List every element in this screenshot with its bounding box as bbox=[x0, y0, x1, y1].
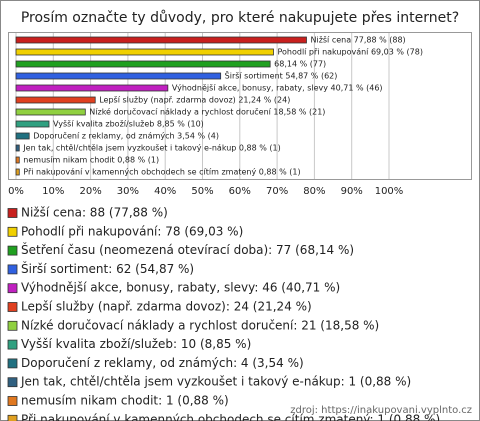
x-tick-label: 80% bbox=[303, 186, 325, 197]
legend-label: Doporučení z reklamy, od známých: 4 (3,5… bbox=[21, 356, 304, 370]
legend-swatch bbox=[7, 302, 18, 312]
chart-title: Prosím označte ty důvody, pro které naku… bbox=[21, 10, 459, 26]
x-tick-label: 40% bbox=[154, 186, 176, 197]
x-tick-label: 0% bbox=[8, 186, 24, 197]
legend-swatch bbox=[7, 414, 18, 421]
legend-swatch bbox=[7, 208, 18, 218]
legend-label: Širší sortiment: 62 (54,87 %) bbox=[21, 261, 194, 276]
x-tick-label: 70% bbox=[266, 186, 288, 197]
legend-swatch bbox=[7, 396, 18, 406]
bar bbox=[15, 156, 20, 164]
x-tick-label: 10% bbox=[42, 186, 64, 197]
data-label: 68,14 % (77) bbox=[274, 60, 326, 69]
legend-swatch bbox=[7, 283, 18, 294]
data-label: Lepší služby (např. zdarma dovoz) 21,24 … bbox=[99, 95, 290, 105]
bar bbox=[15, 108, 86, 116]
legend-label: Nižší cena: 88 (77,88 %) bbox=[21, 206, 168, 220]
legend-swatch bbox=[7, 226, 18, 237]
source: zdroj: https://inakupovani.vyplnto.cz bbox=[290, 405, 472, 416]
x-tick-label: 50% bbox=[191, 186, 213, 197]
legend-swatch bbox=[7, 320, 18, 331]
data-label: Doporučení z reklamy, od známých 3,54 % … bbox=[33, 131, 219, 141]
bar bbox=[15, 168, 20, 176]
data-label: Nízké doručovací náklady a rychlost doru… bbox=[89, 107, 325, 117]
bar bbox=[15, 72, 222, 80]
x-tick-label: 30% bbox=[117, 186, 139, 197]
x-tick-label: 90% bbox=[341, 186, 363, 197]
data-label: Širší sortiment 54,87 % (62) bbox=[225, 70, 338, 81]
legend-label: Při nakupování v kamenných obchodech se … bbox=[21, 412, 440, 421]
legend-label: Nízké doručovací náklady a rychlost doru… bbox=[21, 318, 379, 332]
bar bbox=[15, 48, 274, 56]
legend-swatch bbox=[7, 377, 18, 388]
legend-label: Jen tak, chtěl/chtěla jsem vyzkoušet i t… bbox=[20, 375, 411, 389]
x-tick-label: 100% bbox=[375, 186, 404, 197]
legend-swatch bbox=[7, 358, 18, 369]
bar bbox=[15, 132, 30, 140]
data-label: Pohodlí při nakupování 69,03 % (78) bbox=[277, 48, 422, 57]
legend-label: Šetření času (neomezená otevírací doba):… bbox=[21, 242, 354, 257]
legend-swatch bbox=[7, 339, 18, 350]
legend-swatch bbox=[7, 245, 18, 256]
data-label: Jen tak, chtěl/chtěla jsem vyzkoušet i t… bbox=[22, 143, 280, 153]
data-label: nemusím nikam chodit 0,88 % (1) bbox=[23, 156, 159, 165]
x-tick-label: 20% bbox=[79, 186, 101, 197]
bar bbox=[15, 120, 50, 128]
data-label: Nižší cena 77,88 % (88) bbox=[310, 35, 405, 45]
data-label: Při nakupování v kamenných obchodech se … bbox=[23, 168, 300, 177]
legend-label: Výhodnější akce, bonusy, rabaty, slevy: … bbox=[21, 281, 340, 295]
legend-label: nemusím nikam chodit: 1 (0,88 %) bbox=[21, 394, 229, 408]
bar bbox=[15, 84, 169, 92]
legend-label: Vyšší kvalita zboží/služeb: 10 (8,85 %) bbox=[21, 337, 251, 351]
bar bbox=[15, 96, 96, 104]
legend-swatch bbox=[7, 264, 18, 275]
bar bbox=[15, 144, 20, 152]
bar bbox=[15, 36, 307, 44]
data-label: Vyšší kvalita zboží/služeb 8,85 % (10) bbox=[53, 119, 204, 129]
legend-label: Pohodlí při nakupování: 78 (69,03 %) bbox=[21, 224, 243, 238]
plot-frame bbox=[8, 32, 472, 180]
data-label: Výhodnější akce, bonusy, rabaty, slevy 4… bbox=[172, 83, 383, 93]
legend-label: Lepší služby (např. zdarma dovoz): 24 (2… bbox=[21, 300, 312, 314]
x-tick-label: 60% bbox=[229, 186, 251, 197]
bar bbox=[15, 60, 271, 68]
